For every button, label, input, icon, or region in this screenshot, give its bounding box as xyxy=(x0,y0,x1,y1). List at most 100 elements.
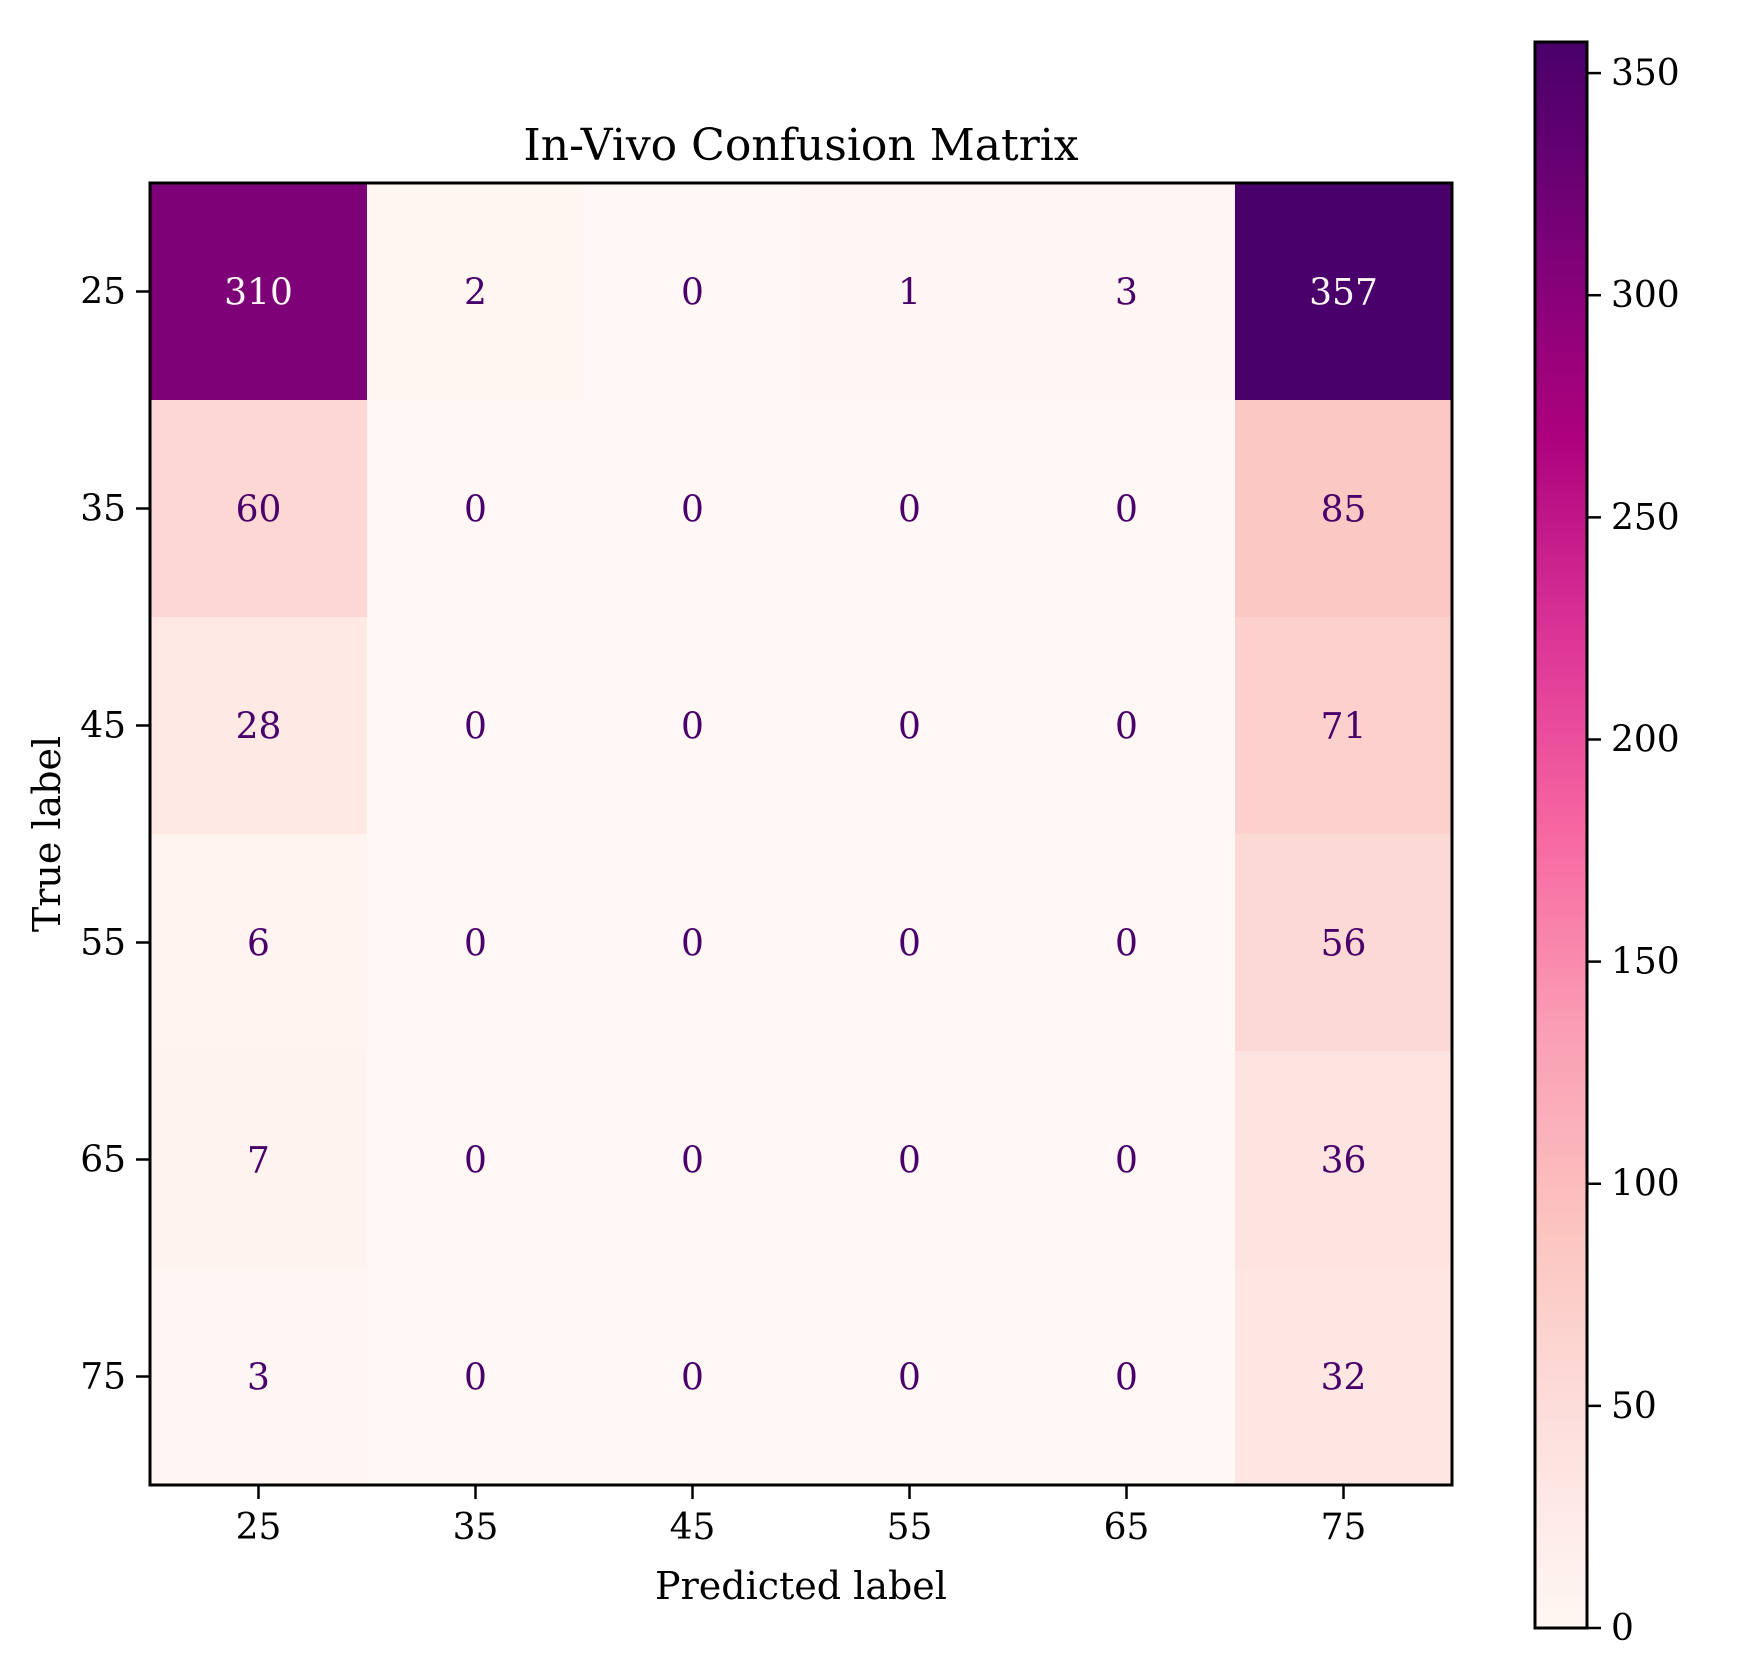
cell-value-label: 0 xyxy=(1115,924,1138,965)
x-tick-label: 25 xyxy=(236,1507,282,1548)
heatmap-cell xyxy=(1018,183,1236,401)
x-tick-label: 75 xyxy=(1321,1507,1367,1548)
colorbar-gradient xyxy=(1535,42,1587,1628)
heatmap-cell xyxy=(584,400,802,618)
x-tick-label: 65 xyxy=(1104,1507,1150,1548)
heatmap-cell xyxy=(584,617,802,835)
heatmap-cell xyxy=(367,183,585,401)
cell-value-label: 36 xyxy=(1321,1141,1367,1182)
cell-value-label: 0 xyxy=(898,1141,921,1182)
heatmap-cell xyxy=(584,834,802,1052)
colorbar-tick-label: 100 xyxy=(1611,1164,1680,1205)
heatmap-cell xyxy=(1018,617,1236,835)
heatmap-cell xyxy=(367,834,585,1052)
heatmap-cell xyxy=(367,1051,585,1269)
cell-value-label: 0 xyxy=(1115,490,1138,531)
heatmap-cell xyxy=(1235,617,1453,835)
cell-value-label: 0 xyxy=(681,273,704,314)
heatmap-cell xyxy=(367,617,585,835)
colorbar-tick-label: 300 xyxy=(1611,275,1680,316)
cell-value-label: 7 xyxy=(247,1141,270,1182)
cell-value-label: 60 xyxy=(236,490,282,531)
x-tick-label: 55 xyxy=(887,1507,933,1548)
cell-value-label: 0 xyxy=(898,490,921,531)
heatmap-cell xyxy=(1018,834,1236,1052)
heatmap-cell xyxy=(1018,400,1236,618)
y-axis: 25 35 45 55 65 75 xyxy=(80,272,150,1398)
cell-value-label: 0 xyxy=(464,1358,487,1399)
cell-value-label: 0 xyxy=(1115,1141,1138,1182)
y-tick-label: 35 xyxy=(80,489,126,530)
cell-value-label: 0 xyxy=(681,707,704,748)
colorbar-tick-label: 200 xyxy=(1611,719,1680,760)
heatmap-cell xyxy=(801,617,1019,835)
heatmap-cell xyxy=(584,1268,802,1486)
cell-value-label: 56 xyxy=(1321,924,1367,965)
colorbar-ticks: 0 50 100 150 200 250 300 350 xyxy=(1587,53,1680,1649)
colorbar-tick-label: 0 xyxy=(1611,1608,1634,1649)
heatmap-cell xyxy=(584,1051,802,1269)
y-tick-label: 75 xyxy=(80,1357,126,1398)
heatmap-cell xyxy=(1235,183,1453,401)
chart-title: In-Vivo Confusion Matrix xyxy=(523,120,1078,171)
cell-value-label: 0 xyxy=(898,924,921,965)
cell-value-label: 0 xyxy=(464,924,487,965)
cell-value-label: 2 xyxy=(464,273,487,314)
x-tick-label: 35 xyxy=(453,1507,499,1548)
cell-value-label: 1 xyxy=(898,273,921,314)
cell-value-label: 0 xyxy=(898,707,921,748)
heatmap-cell xyxy=(367,1268,585,1486)
cell-value-label: 0 xyxy=(681,490,704,531)
heatmap-cell xyxy=(150,1268,368,1486)
heatmap-cell xyxy=(801,400,1019,618)
y-tick-label: 65 xyxy=(80,1140,126,1181)
cell-value-label: 0 xyxy=(681,1141,704,1182)
cell-value-label: 28 xyxy=(236,707,282,748)
cell-value-label: 71 xyxy=(1321,707,1367,748)
colorbar-tick-label: 150 xyxy=(1611,942,1680,983)
cell-value-label: 0 xyxy=(1115,1358,1138,1399)
heatmap-cell xyxy=(1235,1268,1453,1486)
cell-value-label: 6 xyxy=(247,924,270,965)
heatmap-cell xyxy=(1235,834,1453,1052)
plot-frame xyxy=(148,181,1454,1487)
colorbar-tick-label: 250 xyxy=(1611,497,1680,538)
heatmap-cell xyxy=(1235,1051,1453,1269)
y-axis-label: True label xyxy=(25,736,69,932)
x-tick-label: 45 xyxy=(670,1507,716,1548)
colorbar-tick-label: 350 xyxy=(1611,53,1680,94)
heatmap-cell xyxy=(150,617,368,835)
cell-value-label: 0 xyxy=(898,1358,921,1399)
heatmap-cell xyxy=(367,400,585,618)
heatmap-cell xyxy=(1018,1051,1236,1269)
cell-value-label: 310 xyxy=(224,273,293,314)
cell-value-label: 85 xyxy=(1321,490,1367,531)
heatmap-cell xyxy=(801,183,1019,401)
y-tick-label: 25 xyxy=(80,272,126,313)
heatmap-cells xyxy=(150,183,1453,1486)
x-axis: 25 35 45 55 65 75 xyxy=(236,1485,1367,1548)
y-tick-label: 45 xyxy=(80,706,126,747)
heatmap-cell xyxy=(801,834,1019,1052)
colorbar-tick-label: 50 xyxy=(1611,1386,1657,1427)
x-axis-label: Predicted label xyxy=(655,1564,947,1608)
heatmap-cell xyxy=(1018,1268,1236,1486)
heatmap-cell xyxy=(150,834,368,1052)
heatmap-cell xyxy=(1235,400,1453,618)
cell-value-label: 3 xyxy=(247,1358,270,1399)
heatmap-cell xyxy=(584,183,802,401)
cell-value-label: 0 xyxy=(464,1141,487,1182)
cell-value-label: 357 xyxy=(1309,273,1378,314)
cell-value-label: 0 xyxy=(464,707,487,748)
heatmap-cell xyxy=(150,400,368,618)
cell-value-label: 0 xyxy=(1115,707,1138,748)
y-tick-label: 55 xyxy=(80,923,126,964)
cell-value-label: 0 xyxy=(681,924,704,965)
colorbar-frame xyxy=(1533,40,1589,1630)
cell-value-label: 0 xyxy=(464,490,487,531)
heatmap-cell xyxy=(801,1051,1019,1269)
heatmap-cell xyxy=(150,1051,368,1269)
heatmap-cell xyxy=(801,1268,1019,1486)
